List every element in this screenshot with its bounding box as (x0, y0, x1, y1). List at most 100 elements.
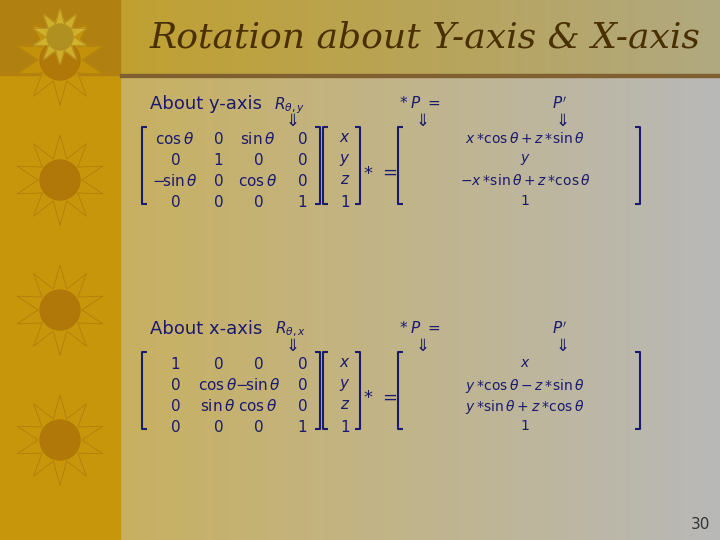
Bar (576, 75, 577, 540)
Bar (608, 75, 609, 540)
Bar (305, 75, 306, 540)
Bar (454, 75, 456, 540)
Text: $\sin\theta$: $\sin\theta$ (200, 398, 235, 414)
Bar (711, 0, 713, 75)
Bar (155, 75, 156, 540)
Bar (235, 0, 237, 75)
Bar (523, 75, 525, 540)
Bar (572, 75, 573, 540)
Bar (132, 0, 133, 75)
Bar (252, 75, 253, 540)
Bar (657, 0, 659, 75)
Bar (395, 0, 396, 75)
Text: $-\!\sin\theta$: $-\!\sin\theta$ (152, 173, 198, 189)
Bar (292, 75, 294, 540)
Bar (345, 75, 346, 540)
Bar (659, 75, 660, 540)
Bar (698, 75, 699, 540)
Bar (248, 75, 249, 540)
Bar (274, 0, 276, 75)
Bar (241, 75, 243, 540)
Bar (306, 0, 307, 75)
Bar (294, 75, 295, 540)
Bar (381, 0, 382, 75)
Bar (655, 75, 657, 540)
Bar (276, 0, 277, 75)
Bar (291, 0, 292, 75)
Polygon shape (17, 265, 103, 355)
Bar (624, 0, 626, 75)
Bar (526, 0, 528, 75)
Bar (324, 0, 325, 75)
Bar (467, 0, 468, 75)
Bar (515, 0, 516, 75)
Bar (631, 0, 633, 75)
Bar (447, 75, 449, 540)
Text: $0$: $0$ (170, 152, 180, 168)
Bar (246, 75, 248, 540)
Bar (312, 75, 313, 540)
Bar (384, 0, 385, 75)
Bar (483, 0, 485, 75)
Bar (698, 0, 699, 75)
Bar (456, 75, 457, 540)
Bar (410, 75, 411, 540)
Bar (171, 75, 173, 540)
Bar (449, 0, 450, 75)
Bar (485, 75, 486, 540)
Bar (403, 0, 405, 75)
Bar (618, 75, 619, 540)
Bar (570, 75, 572, 540)
Bar (363, 75, 364, 540)
Bar (613, 75, 615, 540)
Bar (183, 0, 184, 75)
Bar (611, 75, 612, 540)
Bar (673, 75, 675, 540)
Bar (662, 0, 663, 75)
Bar (522, 75, 523, 540)
Bar (120, 75, 122, 540)
Bar (140, 75, 141, 540)
Bar (325, 0, 327, 75)
Bar (369, 0, 371, 75)
Bar (390, 75, 392, 540)
Bar (451, 75, 453, 540)
Bar (173, 75, 174, 540)
Bar (411, 75, 413, 540)
Bar (641, 0, 642, 75)
Bar (552, 0, 554, 75)
Bar (575, 0, 576, 75)
Bar (453, 75, 454, 540)
Bar (429, 0, 431, 75)
Bar (375, 75, 377, 540)
Bar (660, 75, 662, 540)
Text: $0$: $0$ (212, 131, 223, 147)
Bar (125, 0, 126, 75)
Bar (212, 75, 213, 540)
Bar (449, 75, 450, 540)
Bar (264, 75, 266, 540)
Bar (279, 0, 281, 75)
Bar (202, 75, 204, 540)
Bar (546, 75, 547, 540)
Bar (483, 75, 485, 540)
Bar (385, 0, 387, 75)
Bar (215, 0, 216, 75)
Bar (259, 75, 261, 540)
Bar (525, 75, 526, 540)
Bar (343, 0, 345, 75)
Bar (288, 0, 289, 75)
Bar (255, 0, 256, 75)
Polygon shape (33, 9, 86, 65)
Bar (205, 75, 207, 540)
Bar (317, 75, 318, 540)
Bar (480, 0, 482, 75)
Bar (716, 75, 717, 540)
Bar (300, 0, 302, 75)
Bar (405, 75, 407, 540)
Bar (559, 0, 561, 75)
Bar (375, 0, 377, 75)
Bar (223, 75, 225, 540)
Bar (339, 75, 341, 540)
Bar (609, 75, 611, 540)
